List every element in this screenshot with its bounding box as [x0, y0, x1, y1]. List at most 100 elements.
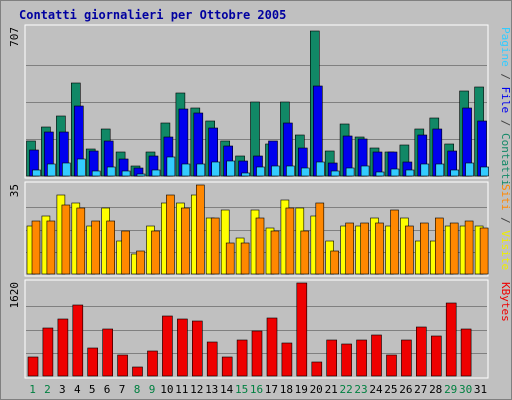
bar-pagine-day-15 — [241, 172, 250, 177]
bar-kbytes-day-2 — [42, 327, 54, 377]
max-value-label: 1620 — [8, 282, 21, 309]
x-tick-label-day-11: 11 — [175, 383, 188, 396]
bar-siti-day-30 — [464, 220, 474, 275]
x-tick-label-day-23: 23 — [354, 383, 367, 396]
bar-pagine-day-22 — [345, 167, 355, 177]
bar-kbytes-day-27 — [415, 326, 427, 377]
bar-kbytes-day-7 — [117, 354, 128, 377]
bar-kbytes-day-11 — [177, 318, 188, 377]
bar-pagine-day-20 — [315, 161, 325, 177]
bar-kbytes-day-21 — [326, 339, 338, 377]
bar-siti-day-26 — [405, 225, 414, 275]
x-tick-label-day-12: 12 — [190, 383, 203, 396]
legend-part: / — [499, 113, 512, 133]
bar-kbytes-day-30 — [460, 328, 472, 377]
bar-siti-day-8 — [136, 250, 145, 275]
x-tick-label-day-4: 4 — [74, 383, 81, 396]
bar-siti-day-5 — [91, 220, 100, 275]
bar-pagine-day-30 — [465, 162, 474, 177]
bar-siti-day-11 — [181, 207, 190, 275]
bar-siti-day-28 — [434, 217, 444, 275]
bar-pagine-day-1 — [32, 169, 41, 177]
bar-kbytes-day-4 — [72, 304, 84, 377]
x-tick-label-day-20: 20 — [310, 383, 323, 396]
x-tick-label-day-29: 29 — [444, 383, 457, 396]
x-tick-label-day-13: 13 — [205, 383, 218, 396]
bar-siti-day-6 — [106, 220, 115, 275]
x-tick-label-day-27: 27 — [414, 383, 427, 396]
x-tick-label-day-22: 22 — [339, 383, 352, 396]
x-tick-label-day-10: 10 — [160, 383, 173, 396]
legend-part: File — [499, 87, 512, 114]
x-tick-label-day-7: 7 — [119, 383, 126, 396]
bar-kbytes-day-3 — [57, 318, 69, 377]
bar-pagine-day-19 — [300, 167, 310, 177]
legend-part: KBytes — [499, 282, 512, 322]
bar-pagine-day-10 — [166, 156, 176, 177]
bar-pagine-day-6 — [106, 166, 116, 177]
bar-pagine-day-21 — [330, 170, 340, 177]
legend-part: / — [499, 67, 512, 87]
x-tick-label-day-14: 14 — [220, 383, 234, 396]
bar-kbytes-day-25 — [386, 354, 397, 377]
bar-pagine-day-8 — [136, 173, 146, 177]
bar-kbytes-day-5 — [87, 347, 98, 377]
bar-siti-day-20 — [315, 202, 325, 275]
bar-siti-day-17 — [270, 230, 280, 275]
bar-siti-day-3 — [61, 204, 71, 275]
legend-part: Contatti — [499, 133, 512, 186]
x-tick-label-day-15: 15 — [235, 383, 248, 396]
bar-kbytes-day-6 — [102, 328, 113, 377]
x-tick-label-day-21: 21 — [325, 383, 338, 396]
bar-kbytes-day-13 — [206, 341, 218, 377]
bar-kbytes-day-29 — [445, 302, 457, 377]
bar-pagine-day-11 — [181, 163, 191, 177]
x-tick-label-day-25: 25 — [384, 383, 397, 396]
x-tick-label-day-19: 19 — [295, 383, 308, 396]
x-tick-label-day-30: 30 — [459, 383, 472, 396]
bar-siti-day-9 — [151, 230, 160, 275]
bar-pagine-day-4 — [77, 158, 86, 177]
bar-siti-day-24 — [375, 222, 384, 275]
bar-siti-day-4 — [76, 207, 86, 275]
bar-siti-day-31 — [479, 227, 489, 275]
max-value-label: 35 — [8, 184, 21, 197]
x-tick-label-day-8: 8 — [134, 383, 141, 396]
x-tick-label-day-26: 26 — [399, 383, 412, 396]
bar-siti-day-27 — [419, 222, 429, 275]
bar-kbytes-day-9 — [147, 350, 158, 377]
bar-siti-day-14 — [225, 242, 235, 275]
bar-siti-day-25 — [390, 209, 399, 275]
bar-pagine-day-23 — [360, 165, 370, 177]
bar-kbytes-day-14 — [221, 356, 233, 377]
x-tick-label-day-9: 9 — [149, 383, 156, 396]
bar-kbytes-day-24 — [371, 334, 382, 377]
x-tick-label-day-31: 31 — [474, 383, 487, 396]
series-legend: Siti / Visite — [499, 184, 512, 270]
bar-pagine-day-17 — [271, 165, 280, 177]
bar-pagine-day-12 — [196, 163, 206, 177]
bar-pagine-day-26 — [405, 169, 415, 177]
bar-kbytes-day-22 — [341, 343, 352, 377]
chart-title: Contatti giornalieri per Ottobre 2005 — [19, 8, 287, 22]
bar-siti-day-21 — [330, 250, 340, 275]
bar-pagine-day-18 — [286, 165, 295, 177]
bar-siti-day-19 — [300, 230, 310, 275]
bar-kbytes-day-19 — [296, 282, 308, 377]
bar-pagine-day-14 — [226, 160, 235, 177]
bar-kbytes-day-23 — [356, 339, 367, 377]
max-value-label: 707 — [8, 27, 21, 47]
bar-kbytes-day-12 — [192, 320, 203, 377]
bar-pagine-day-29 — [450, 169, 460, 177]
x-tick-label-day-18: 18 — [280, 383, 293, 396]
bar-siti-day-7 — [121, 230, 130, 275]
bar-pagine-day-16 — [256, 166, 265, 177]
bar-pagine-day-3 — [62, 162, 71, 177]
bar-siti-day-2 — [46, 220, 56, 275]
bar-pagine-day-31 — [480, 166, 489, 177]
bar-pagine-day-24 — [375, 171, 385, 177]
bar-pagine-day-5 — [91, 170, 101, 177]
x-tick-label-day-2: 2 — [44, 383, 51, 396]
bar-kbytes-day-1 — [27, 356, 39, 377]
